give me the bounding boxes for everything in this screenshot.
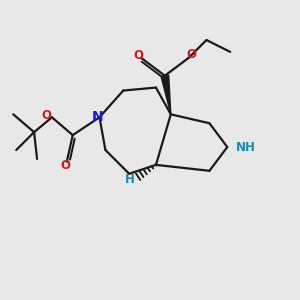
Text: NH: NH xyxy=(236,140,256,154)
Text: H: H xyxy=(125,173,135,186)
Text: N: N xyxy=(92,110,104,124)
Text: O: O xyxy=(134,49,144,62)
Text: O: O xyxy=(42,109,52,122)
Polygon shape xyxy=(161,75,171,114)
Text: O: O xyxy=(186,48,196,62)
Text: O: O xyxy=(60,159,70,172)
